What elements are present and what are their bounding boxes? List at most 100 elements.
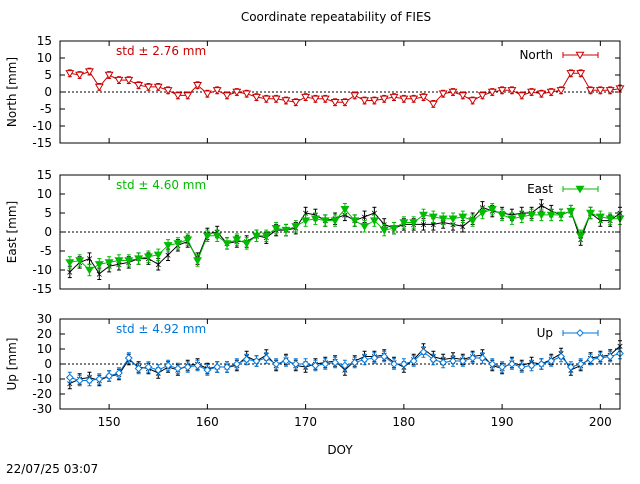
xtick-label: 150 — [98, 415, 121, 429]
up-data-point — [252, 357, 261, 365]
up-data-point — [272, 360, 281, 368]
up-data-point — [586, 355, 595, 364]
up-data-point — [134, 364, 143, 373]
ytick-label: 10 — [37, 187, 52, 201]
xtick-label: 160 — [196, 415, 219, 429]
up-data-point — [478, 354, 487, 362]
east-data-point — [173, 240, 183, 248]
east-data-point — [595, 213, 605, 222]
east-data-point — [536, 211, 546, 220]
east-data-point — [75, 257, 85, 265]
reference-point: × — [164, 251, 172, 261]
ytick-label: 15 — [37, 168, 52, 182]
east-data-point — [556, 211, 566, 220]
ytick-label: -10 — [32, 372, 52, 386]
north-data-point — [497, 87, 507, 95]
up-data-point — [154, 366, 163, 374]
up-data-point — [508, 360, 516, 368]
up-data-point — [488, 360, 497, 368]
up-data-point — [223, 363, 231, 371]
up-data-point — [439, 358, 448, 367]
north-data-point — [605, 87, 615, 95]
reference-point: × — [86, 255, 94, 265]
panel-east: -15-10-5051015××××××××××××××××××××××××××… — [5, 168, 625, 296]
north-data-point — [536, 90, 546, 99]
north-data-point — [65, 70, 75, 78]
ytick-label: 10 — [37, 342, 52, 356]
up-data-point — [419, 348, 428, 356]
north-data-point — [487, 88, 497, 97]
up-data-point — [380, 352, 389, 361]
chart-title: Coordinate repeatability of FIES — [241, 10, 431, 24]
up-data-point — [576, 360, 585, 368]
east-data-point — [566, 207, 576, 216]
up-data-point — [399, 360, 408, 368]
up-data-point — [262, 354, 271, 362]
east-data-point — [193, 257, 203, 265]
east-data-point — [94, 261, 104, 269]
up-data-point — [390, 360, 398, 368]
east-data-point — [576, 232, 586, 241]
north-data-point — [566, 70, 576, 78]
xlabel: DOY — [327, 443, 353, 457]
ytick-label: 5 — [44, 68, 52, 82]
up-data-point — [213, 363, 222, 371]
north-data-point — [163, 87, 173, 95]
east-data-point — [428, 213, 438, 222]
north-data-point — [291, 99, 301, 107]
east-data-point — [301, 217, 311, 226]
ytick-label: -10 — [32, 263, 52, 277]
north-data-point — [477, 92, 487, 100]
up-data-point — [537, 360, 546, 368]
up-data-point — [449, 357, 457, 365]
std-annotation: std ± 4.60 mm — [116, 178, 206, 192]
reference-point: × — [341, 211, 349, 221]
reference-point: × — [361, 213, 369, 223]
north-data-point — [468, 97, 478, 105]
east-data-point — [124, 257, 134, 265]
north-data-point — [369, 97, 379, 105]
north-data-point — [75, 71, 85, 80]
xtick-label: 190 — [491, 415, 514, 429]
panels-group: -15 -10 -5 0 5 10 15 North [mm] std ± 2.76 mm Nor… — [5, 34, 625, 457]
ytick-label: -10 — [32, 119, 52, 133]
east-data-point — [477, 209, 487, 218]
east-data-point — [232, 236, 242, 245]
east-data-point — [546, 211, 556, 220]
east-data-point — [320, 217, 330, 226]
up-data-point — [458, 357, 467, 365]
east-data-point — [252, 232, 261, 241]
east-data-point — [487, 206, 497, 214]
east-data-point — [458, 213, 468, 222]
up-data-point — [311, 361, 320, 370]
up-data-point — [173, 364, 182, 373]
east-data-point — [134, 255, 144, 264]
east-data-point — [310, 215, 320, 224]
up-data-point — [341, 361, 349, 370]
ytick-label: 5 — [44, 206, 52, 220]
reference-point: × — [371, 209, 379, 219]
up-data-point — [517, 363, 526, 371]
up-data-point — [350, 358, 359, 367]
ytick-label: -5 — [40, 244, 52, 258]
east-data-point — [399, 219, 409, 227]
north-data-point — [448, 88, 458, 97]
up-data-point — [75, 376, 84, 385]
ylabel: East [mm] — [5, 201, 19, 263]
north-data-point — [458, 92, 468, 100]
north-data-point — [114, 76, 124, 85]
east-data-point — [65, 259, 75, 267]
ylabel: North [mm] — [5, 57, 19, 127]
east-data-point — [379, 226, 389, 235]
up-data-point — [242, 355, 251, 364]
legend-marker — [575, 185, 585, 194]
reference-point: × — [154, 260, 162, 270]
north-data-point — [301, 93, 311, 102]
east-data-point — [271, 225, 281, 233]
east-data-point — [409, 219, 419, 227]
north-data-point — [517, 92, 527, 100]
up-data-point — [232, 360, 241, 368]
north-data-point — [183, 92, 193, 100]
